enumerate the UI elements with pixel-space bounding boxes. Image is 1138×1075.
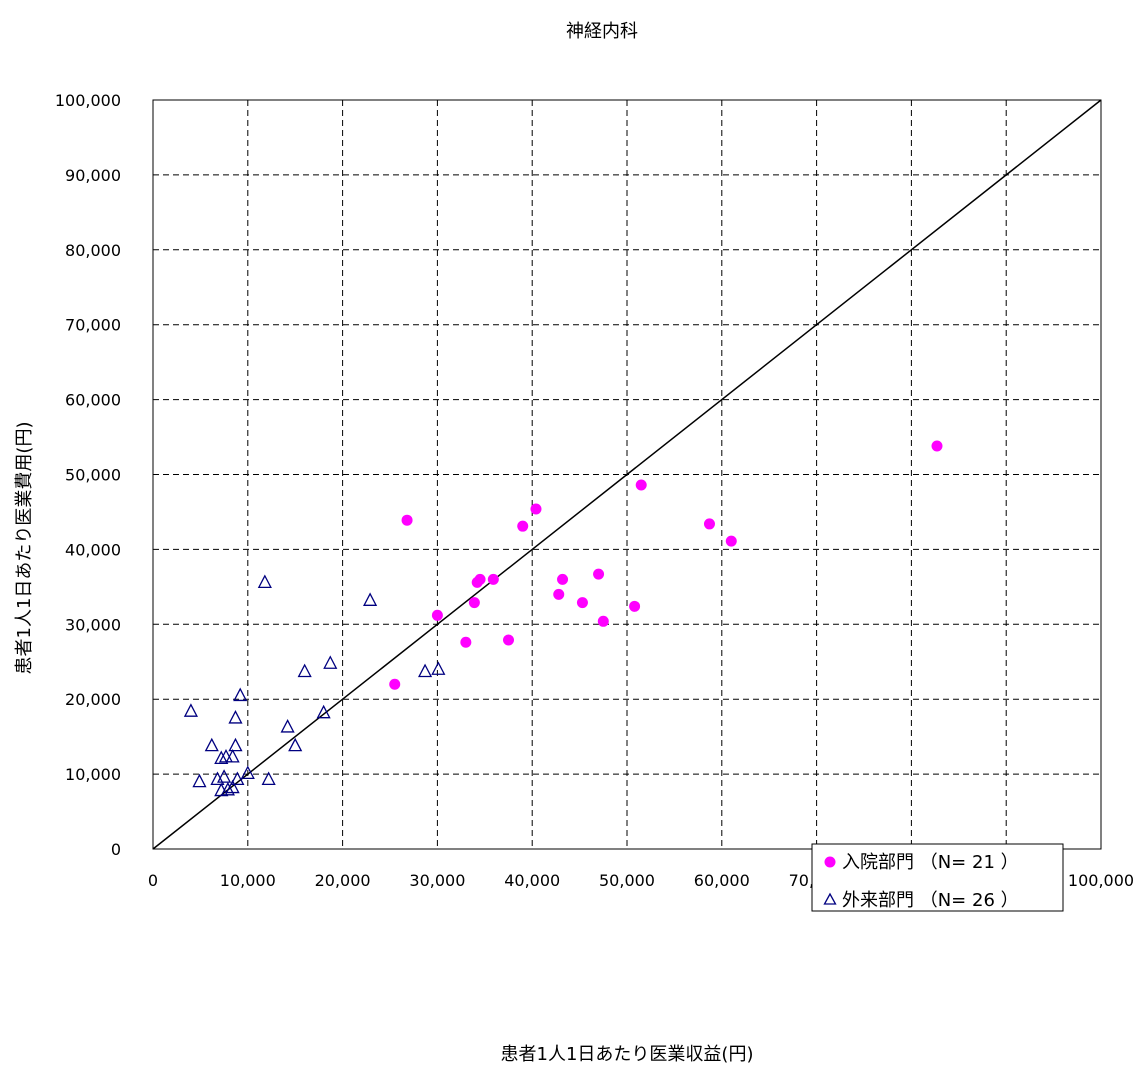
- x-tick-label: 30,000: [409, 871, 465, 890]
- data-point-outpatient: [214, 750, 229, 765]
- data-points: [183, 440, 943, 797]
- x-tick-label: 10,000: [220, 871, 276, 890]
- y-tick-label: 50,000: [65, 466, 121, 485]
- data-point-inpatient: [468, 597, 480, 609]
- data-point-inpatient: [553, 588, 565, 600]
- data-point-outpatient: [225, 748, 240, 763]
- data-point-outpatient: [280, 719, 295, 733]
- gridlines: [153, 100, 1101, 849]
- chart-title: 神経内科: [566, 21, 638, 42]
- data-point-outpatient: [230, 771, 245, 785]
- legend: 入院部門 （N= 21 ） 外来部門 （N= 26 ）: [811, 843, 1064, 912]
- y-tick-label: 60,000: [65, 391, 121, 410]
- data-point-outpatient: [363, 592, 378, 606]
- data-point-inpatient: [725, 535, 737, 547]
- data-point-inpatient: [474, 573, 486, 585]
- legend-marker-outpatient: [823, 892, 837, 905]
- x-axis-title: 患者1人1日あたり医業収益(円): [501, 1044, 754, 1065]
- data-point-inpatient: [517, 520, 529, 532]
- data-point-inpatient: [431, 609, 443, 621]
- data-point-outpatient: [192, 773, 207, 788]
- data-point-inpatient: [503, 634, 514, 646]
- y-tick-label: 10,000: [65, 765, 121, 784]
- data-point-inpatient: [703, 518, 715, 530]
- data-point-inpatient: [931, 440, 943, 452]
- y-axis-tick-labels: 0 10,000 20,000 30,000 40,000 50,000 60,000 70,…: [55, 91, 121, 859]
- data-point-outpatient: [220, 781, 235, 796]
- data-point-outpatient: [204, 737, 219, 752]
- x-tick-label: 60,000: [694, 871, 750, 890]
- y-tick-label: 100,000: [55, 91, 121, 110]
- y-tick-label: 20,000: [65, 690, 121, 709]
- data-point-inpatient: [530, 503, 542, 515]
- data-point-inpatient: [487, 573, 499, 585]
- data-point-inpatient: [593, 568, 605, 580]
- x-tick-label: 100,000: [1068, 871, 1134, 890]
- data-point-outpatient: [316, 704, 331, 719]
- data-point-inpatient: [597, 615, 609, 627]
- y-tick-label: 30,000: [65, 615, 121, 634]
- data-point-inpatient: [401, 514, 413, 526]
- y-tick-label: 70,000: [65, 316, 121, 335]
- data-point-outpatient: [228, 710, 243, 724]
- data-point-outpatient: [323, 655, 338, 669]
- data-point-outpatient: [233, 687, 248, 702]
- data-point-outpatient: [183, 703, 198, 717]
- reference-line-y-equals-x: [152, 99, 1102, 850]
- data-point-inpatient: [460, 636, 472, 648]
- data-point-outpatient: [257, 574, 272, 589]
- data-point-outpatient: [261, 771, 276, 785]
- y-tick-label: 0: [111, 840, 121, 859]
- legend-label-inpatient: 入院部門 （N= 21 ）: [842, 852, 1019, 873]
- data-point-inpatient: [629, 600, 641, 612]
- x-tick-label: 20,000: [315, 871, 371, 890]
- data-point-inpatient: [557, 573, 569, 585]
- data-point-inpatient: [635, 479, 647, 491]
- x-tick-label: 0: [148, 871, 158, 890]
- y-tick-label: 40,000: [65, 540, 121, 559]
- data-point-outpatient: [240, 765, 255, 780]
- data-point-outpatient: [217, 769, 232, 783]
- data-point-outpatient: [225, 779, 240, 794]
- y-axis-title: 患者1人1日あたり医業費用(円): [14, 422, 35, 675]
- data-point-outpatient: [418, 663, 433, 678]
- legend-box: [811, 843, 1064, 912]
- y-tick-label: 80,000: [65, 241, 121, 260]
- y-tick-label: 90,000: [65, 166, 121, 185]
- x-tick-label: 50,000: [599, 871, 655, 890]
- data-point-outpatient: [297, 663, 312, 678]
- data-point-inpatient: [389, 678, 401, 690]
- data-point-outpatient: [288, 737, 303, 752]
- data-point-outpatient: [228, 737, 243, 752]
- legend-label-outpatient: 外来部門 （N= 26 ）: [842, 890, 1019, 911]
- legend-marker-inpatient: [824, 856, 836, 868]
- data-point-inpatient: [576, 597, 588, 609]
- x-tick-label: 40,000: [504, 871, 560, 890]
- data-point-outpatient: [431, 661, 446, 675]
